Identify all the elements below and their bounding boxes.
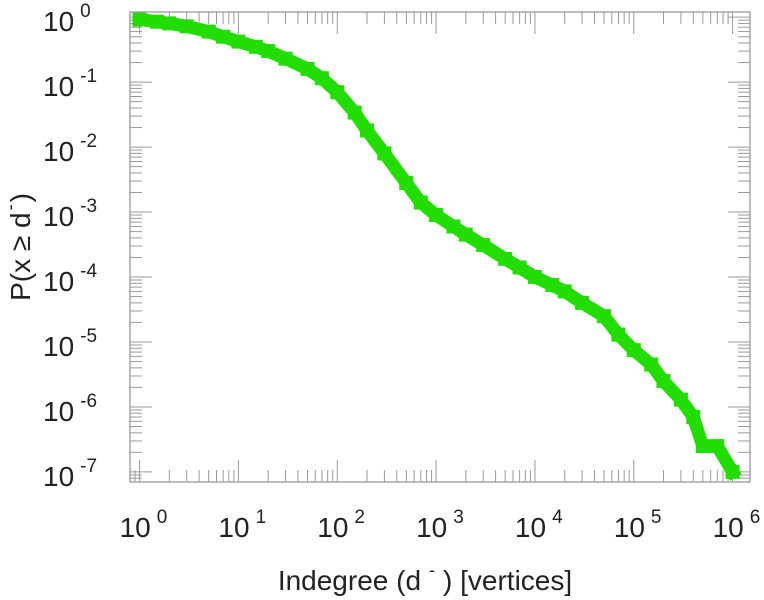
y-tick-exp: -6 [80,391,97,412]
x-tick-base: 10 [317,512,348,543]
data-point [644,357,659,372]
y-tick-label: 10 -6 [43,391,97,427]
y-tick-base: 10 [43,6,74,37]
data-point [498,251,513,266]
x-tick-base: 10 [614,512,645,543]
y-axis-label-sup: - [0,204,20,210]
x-axis-label-main: Indegree (d [278,565,421,596]
axis-ticks [129,12,750,483]
x-tick-exp: 4 [552,507,563,528]
data-point [512,260,527,275]
data-point [261,44,276,59]
ccdf-series-line [132,12,742,481]
y-tick-label: 10 -7 [43,456,97,492]
data-point [179,19,194,34]
x-tick-label: 10 5 [614,507,662,543]
x-tick-base: 10 [218,512,249,543]
data-point [132,12,147,27]
data-point [330,85,345,100]
data-point [446,219,461,234]
y-tick-base: 10 [43,201,74,232]
x-tick-label: 10 0 [120,507,168,543]
x-tick-label: 10 6 [713,507,761,543]
x-tick-exp: 3 [453,507,464,528]
x-tick-exp: 5 [651,507,662,528]
data-point [725,464,740,479]
data-point [695,439,710,454]
y-tick-base: 10 [43,396,74,427]
x-tick-base: 10 [713,512,744,543]
data-point [686,410,701,424]
data-point [150,14,164,29]
x-tick-labels: 10 0 10 1 10 2 10 3 10 4 10 5 10 6 [120,507,761,543]
data-point [162,16,177,31]
x-tick-base: 10 [416,512,447,543]
y-tick-exp: 0 [80,1,91,22]
data-point [377,146,392,161]
x-axis-label: Indegree (d -) [vertices] [278,560,572,596]
series-layer [132,12,742,481]
data-point [611,327,626,342]
data-point [347,105,362,120]
y-tick-labels: 10 0 10 -1 10 -2 10 -3 10 -4 10 -5 10 -6 10 -7 [43,1,97,492]
y-tick-exp: -3 [80,196,97,217]
data-point [575,295,590,310]
data-point [476,238,491,253]
data-point [201,24,216,39]
y-tick-base: 10 [43,461,74,492]
y-tick-base: 10 [43,331,74,362]
x-tick-label: 10 4 [515,507,563,543]
x-tick-exp: 2 [354,507,365,528]
y-tick-label: 10 -2 [43,131,97,167]
data-point [656,374,671,389]
y-tick-label: 10 -1 [43,66,97,102]
y-tick-base: 10 [43,266,74,297]
y-tick-exp: -2 [80,131,97,152]
y-tick-base: 10 [43,71,74,102]
data-point [314,71,329,86]
data-point [360,123,374,138]
data-point [413,195,428,210]
x-tick-label: 10 1 [218,507,266,543]
data-point [557,284,572,299]
y-axis-label-main: P(x ≥ d [5,212,36,301]
x-tick-label: 10 3 [416,507,464,543]
y-tick-label: 10 0 [43,1,91,37]
data-point [300,61,315,76]
y-tick-base: 10 [43,136,74,167]
plot-frame [129,11,751,483]
x-axis-label-tail: ) [vertices] [443,565,572,596]
data-point [248,39,263,54]
y-tick-label: 10 -4 [43,261,97,297]
x-tick-base: 10 [120,512,151,543]
x-tick-exp: 0 [157,507,168,528]
data-point [710,439,725,454]
data-point [458,227,473,242]
data-point [527,270,542,284]
x-tick-exp: 6 [750,507,761,528]
data-point [278,51,293,66]
data-point [231,34,246,49]
data-point [399,176,414,190]
x-tick-exp: 1 [256,507,267,528]
data-point [216,29,231,44]
x-tick-base: 10 [515,512,546,543]
x-axis-label-sup: - [429,560,435,580]
data-point [597,309,611,324]
y-axis-label-tail: ) [5,193,36,202]
x-tick-label: 10 2 [317,507,365,543]
y-axis-label: P(x ≥ d -) [0,193,36,301]
data-point [545,278,560,293]
data-point [673,392,688,407]
y-tick-exp: -4 [80,261,97,282]
data-point [429,208,444,222]
y-tick-exp: -5 [80,326,97,347]
y-tick-label: 10 -5 [43,326,97,362]
data-point [626,343,641,358]
y-tick-exp: -7 [80,456,97,477]
y-tick-label: 10 -3 [43,196,97,232]
y-tick-exp: -1 [80,66,97,87]
